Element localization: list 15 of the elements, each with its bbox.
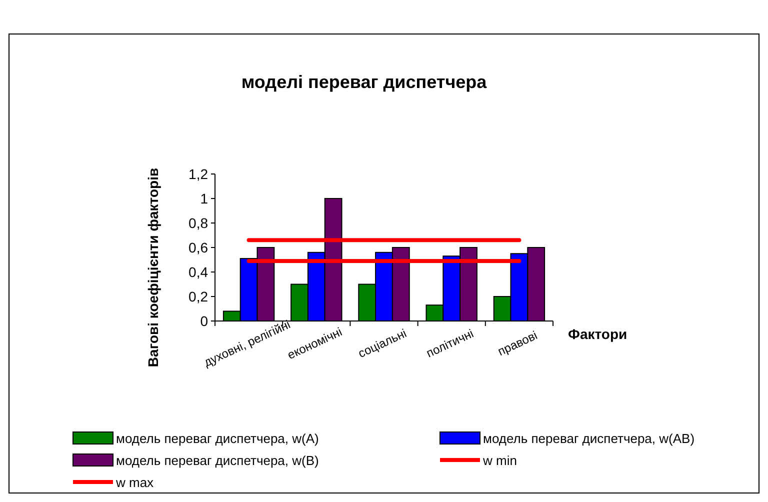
y-tick-label: 1 [200,190,208,206]
chart-title: моделі переваг диспетчера [241,72,488,92]
legend-label: w min [482,453,517,468]
legend-label: модель переваг диспетчера, w(B) [116,453,319,468]
y-tick-label: 0 [200,313,208,329]
legend-label: модель переваг диспетчера, w(AB) [483,431,695,446]
y-tick-label: 0,2 [188,288,208,304]
x-axis-title: Фактори [568,326,628,342]
y-tick-label: 0,8 [188,215,208,231]
legend-label: модель переваг диспетчера, w(A) [116,431,319,446]
y-tick-label: 0,4 [188,264,208,280]
y-tick-label: 0,6 [188,240,208,256]
y-axis-title: Вагові коефіцієнти факторів [145,168,161,368]
y-tick-label: 1,2 [188,166,208,182]
legend-label: w max [115,475,154,490]
